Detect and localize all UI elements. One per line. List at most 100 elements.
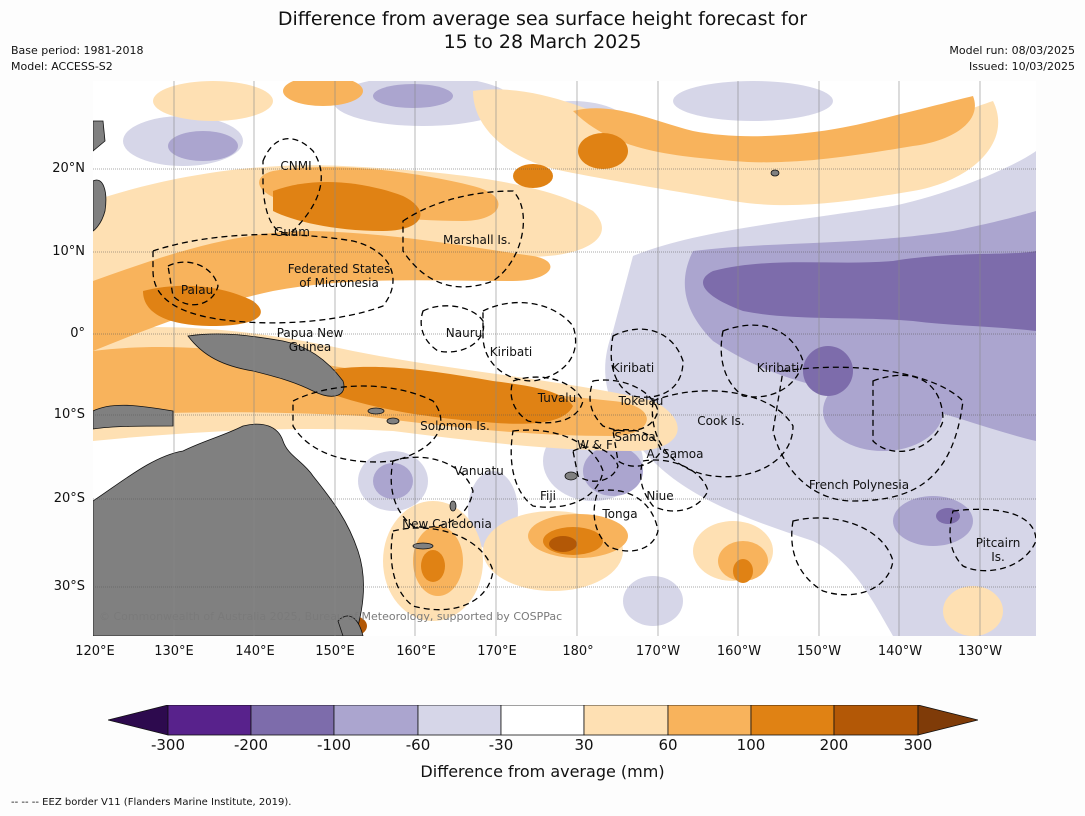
colorbar-bin-8: [750, 705, 835, 736]
colorbar-bin-4: [417, 705, 502, 736]
region-solomon: Solomon Is.: [420, 419, 490, 433]
region-kiribati-west: Kiribati: [489, 345, 533, 359]
region-marshall: Marshall Is.: [443, 233, 511, 247]
colorbar: [108, 705, 978, 736]
region-fsm-line1: Federated States: [287, 262, 391, 276]
colorbar-bin-2: [250, 705, 335, 736]
eez-palau: [167, 261, 219, 306]
lat-label-10s: 10°S: [53, 407, 85, 422]
philippines-landmass: [93, 179, 107, 232]
eez-pitcairn: [949, 508, 1036, 572]
solomon-islands: [367, 407, 385, 415]
region-cook-islands: Cook Is.: [697, 414, 745, 428]
colorbar-tick: -60: [405, 736, 431, 754]
region-tokelau: Tokelau: [618, 394, 664, 408]
colorbar-bin-9: [833, 705, 919, 736]
colorbar-bin-1: [167, 705, 252, 736]
region-palau: Palau: [180, 283, 214, 297]
eez-borders: [152, 138, 1036, 611]
eez-tokelau: [589, 379, 659, 432]
colorbar-min-extension: [108, 705, 169, 736]
anomaly-layer-dark-orange: [143, 133, 753, 583]
eez-new-caledonia: [390, 527, 494, 611]
meta-right: Model run: 08/03/2025 Issued: 10/03/2025: [949, 43, 1075, 75]
colorbar-tick: -200: [233, 736, 269, 754]
region-samoa: Samoa: [614, 430, 656, 444]
colorbar-bin-7: [667, 705, 752, 736]
lon-label-130e: 130°E: [154, 644, 194, 659]
colorbar-label: Difference from average (mm): [420, 762, 665, 781]
eez-nauru: [420, 305, 485, 353]
eez-niue: [640, 459, 709, 512]
issued-date: Issued: 10/03/2025: [968, 60, 1075, 73]
lon-label-170w: 170°W: [635, 644, 681, 659]
eez-fiji: [510, 429, 604, 508]
meta-left: Base period: 1981-2018 Model: ACCESS-S2: [11, 43, 143, 75]
colorbar-tick: 300: [903, 736, 933, 754]
region-nauru: Nauru: [445, 326, 483, 340]
eez-kiribati-east: [720, 324, 804, 398]
eez-cook-islands: [651, 390, 794, 478]
eez-kiribati-west: [482, 301, 577, 382]
lon-label-150w: 150°W: [796, 644, 842, 659]
eez-cnmi-guam: [262, 138, 322, 234]
eez-austral: [791, 517, 894, 596]
colorbar-tick: 60: [658, 736, 678, 754]
model-run: Model run: 08/03/2025: [949, 44, 1075, 57]
colorbar-bin-5: [500, 705, 585, 736]
lon-label-160e: 160°E: [396, 644, 436, 659]
region-kiribati-east: Kiribati: [756, 361, 800, 375]
new-zealand-landmass: [337, 615, 364, 636]
colorbar-bin-3: [333, 705, 419, 736]
region-fiji: Fiji: [539, 489, 557, 503]
lat-label-0: 0°: [70, 326, 85, 341]
solomon-islands-2: [386, 417, 400, 425]
copyright-notice: © Commonwealth of Australia 2025, Bureau…: [99, 610, 563, 623]
lon-label-160w: 160°W: [716, 644, 762, 659]
region-vanuatu: Vanuatu: [454, 464, 504, 478]
region-png-line1: Papua New: [276, 326, 344, 340]
eez-solomon: [292, 385, 442, 463]
lon-label-140w: 140°W: [877, 644, 923, 659]
eez-footnote: -- -- -- EEZ border V11 (Flanders Marine…: [11, 797, 292, 808]
taiwan-landmass: [93, 120, 106, 152]
region-pitcairn-line2: Is.: [991, 550, 1005, 564]
colorbar-tick: 200: [819, 736, 849, 754]
sea-level-map: [93, 81, 1036, 636]
region-pitcairn-line1: Pitcairn: [975, 536, 1021, 550]
region-fsm-line2: of Micronesia: [299, 276, 379, 290]
region-guam: Guam: [274, 225, 310, 239]
region-american-samoa: A. Samoa: [646, 447, 704, 461]
region-kiribati-central: Kiribati: [611, 361, 655, 375]
region-wallis-futuna: W & F: [577, 438, 613, 452]
eez-tuvalu: [510, 376, 584, 424]
colorbar-bin-6: [583, 705, 669, 736]
graticule-meridians: [173, 81, 981, 636]
lat-label-20s: 20°S: [53, 491, 85, 506]
eez-tonga: [593, 489, 659, 552]
region-niue: Niue: [646, 489, 674, 503]
indonesia-landmass: [93, 404, 174, 430]
eez-vanuatu: [390, 456, 474, 528]
model-name: Model: ACCESS-S2: [11, 60, 113, 73]
eez-french-polynesia: [772, 366, 964, 502]
eez-marquesas: [872, 374, 944, 453]
lat-label-10n: 10°N: [52, 244, 85, 259]
map-title-line2: 15 to 28 March 2025: [443, 31, 642, 53]
australia-landmass: [93, 423, 364, 636]
eez-wallis-futuna: [572, 446, 619, 482]
eez-samoa: [612, 429, 662, 467]
eez-kiribati-central: [610, 328, 684, 398]
colorbar-max-extension: [917, 705, 978, 736]
fiji-islands: [564, 471, 578, 481]
lon-label-140e: 140°E: [235, 644, 275, 659]
lon-label-170e: 170°E: [477, 644, 517, 659]
map-title-line1: Difference from average sea surface heig…: [277, 8, 808, 30]
region-png-line2: Guinea: [288, 340, 332, 354]
new-guinea-landmass: [187, 333, 345, 397]
lon-label-150e: 150°E: [315, 644, 355, 659]
new-caledonia-island: [412, 542, 434, 550]
colorbar-tick: -30: [488, 736, 514, 754]
lat-label-30s: 30°S: [53, 579, 85, 594]
colorbar-tick: -300: [150, 736, 186, 754]
